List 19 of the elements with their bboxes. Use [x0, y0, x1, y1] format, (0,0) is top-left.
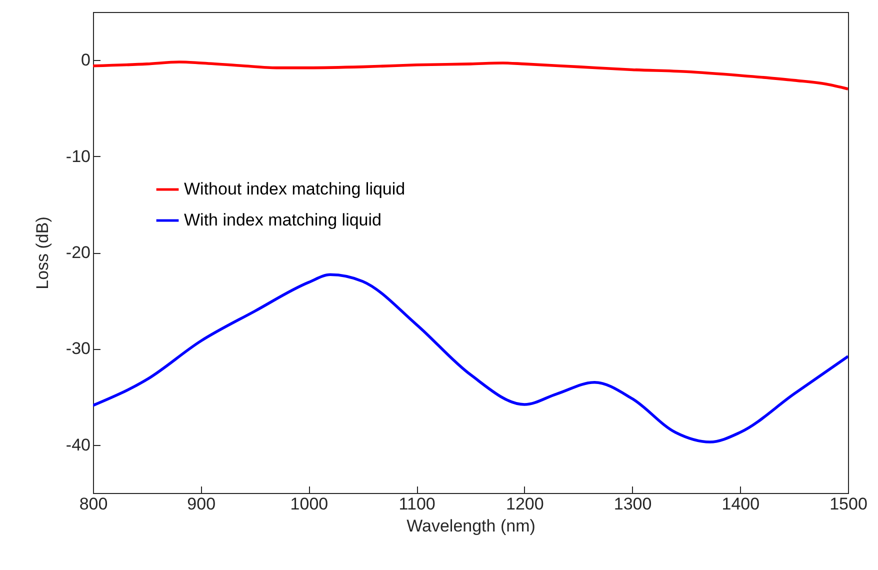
legend-label: With index matching liquid [184, 210, 382, 230]
x-tick-label: 1400 [722, 494, 760, 514]
y-axis-title: Loss (dB) [32, 216, 52, 290]
x-tick-label: 800 [79, 494, 108, 514]
y-tick-label: 0 [81, 50, 90, 70]
legend-label: Without index matching liquid [184, 180, 406, 198]
x-tick-label: 900 [187, 494, 216, 514]
line-series [93, 60, 848, 90]
x-tick-label: 1200 [506, 494, 544, 514]
x-axis-title: Wavelength (nm) [406, 516, 536, 536]
y-tick-label: -30 [66, 339, 90, 358]
x-tick-label: 1500 [830, 494, 868, 514]
line-series [93, 273, 848, 444]
x-tick-label: 1100 [398, 494, 436, 514]
y-tick-label: -20 [66, 243, 90, 262]
x-tick-label: 1000 [290, 494, 328, 514]
y-tick-label: -40 [66, 435, 90, 454]
x-tick-label: 1300 [614, 494, 652, 514]
y-tick-label: -10 [66, 146, 90, 166]
